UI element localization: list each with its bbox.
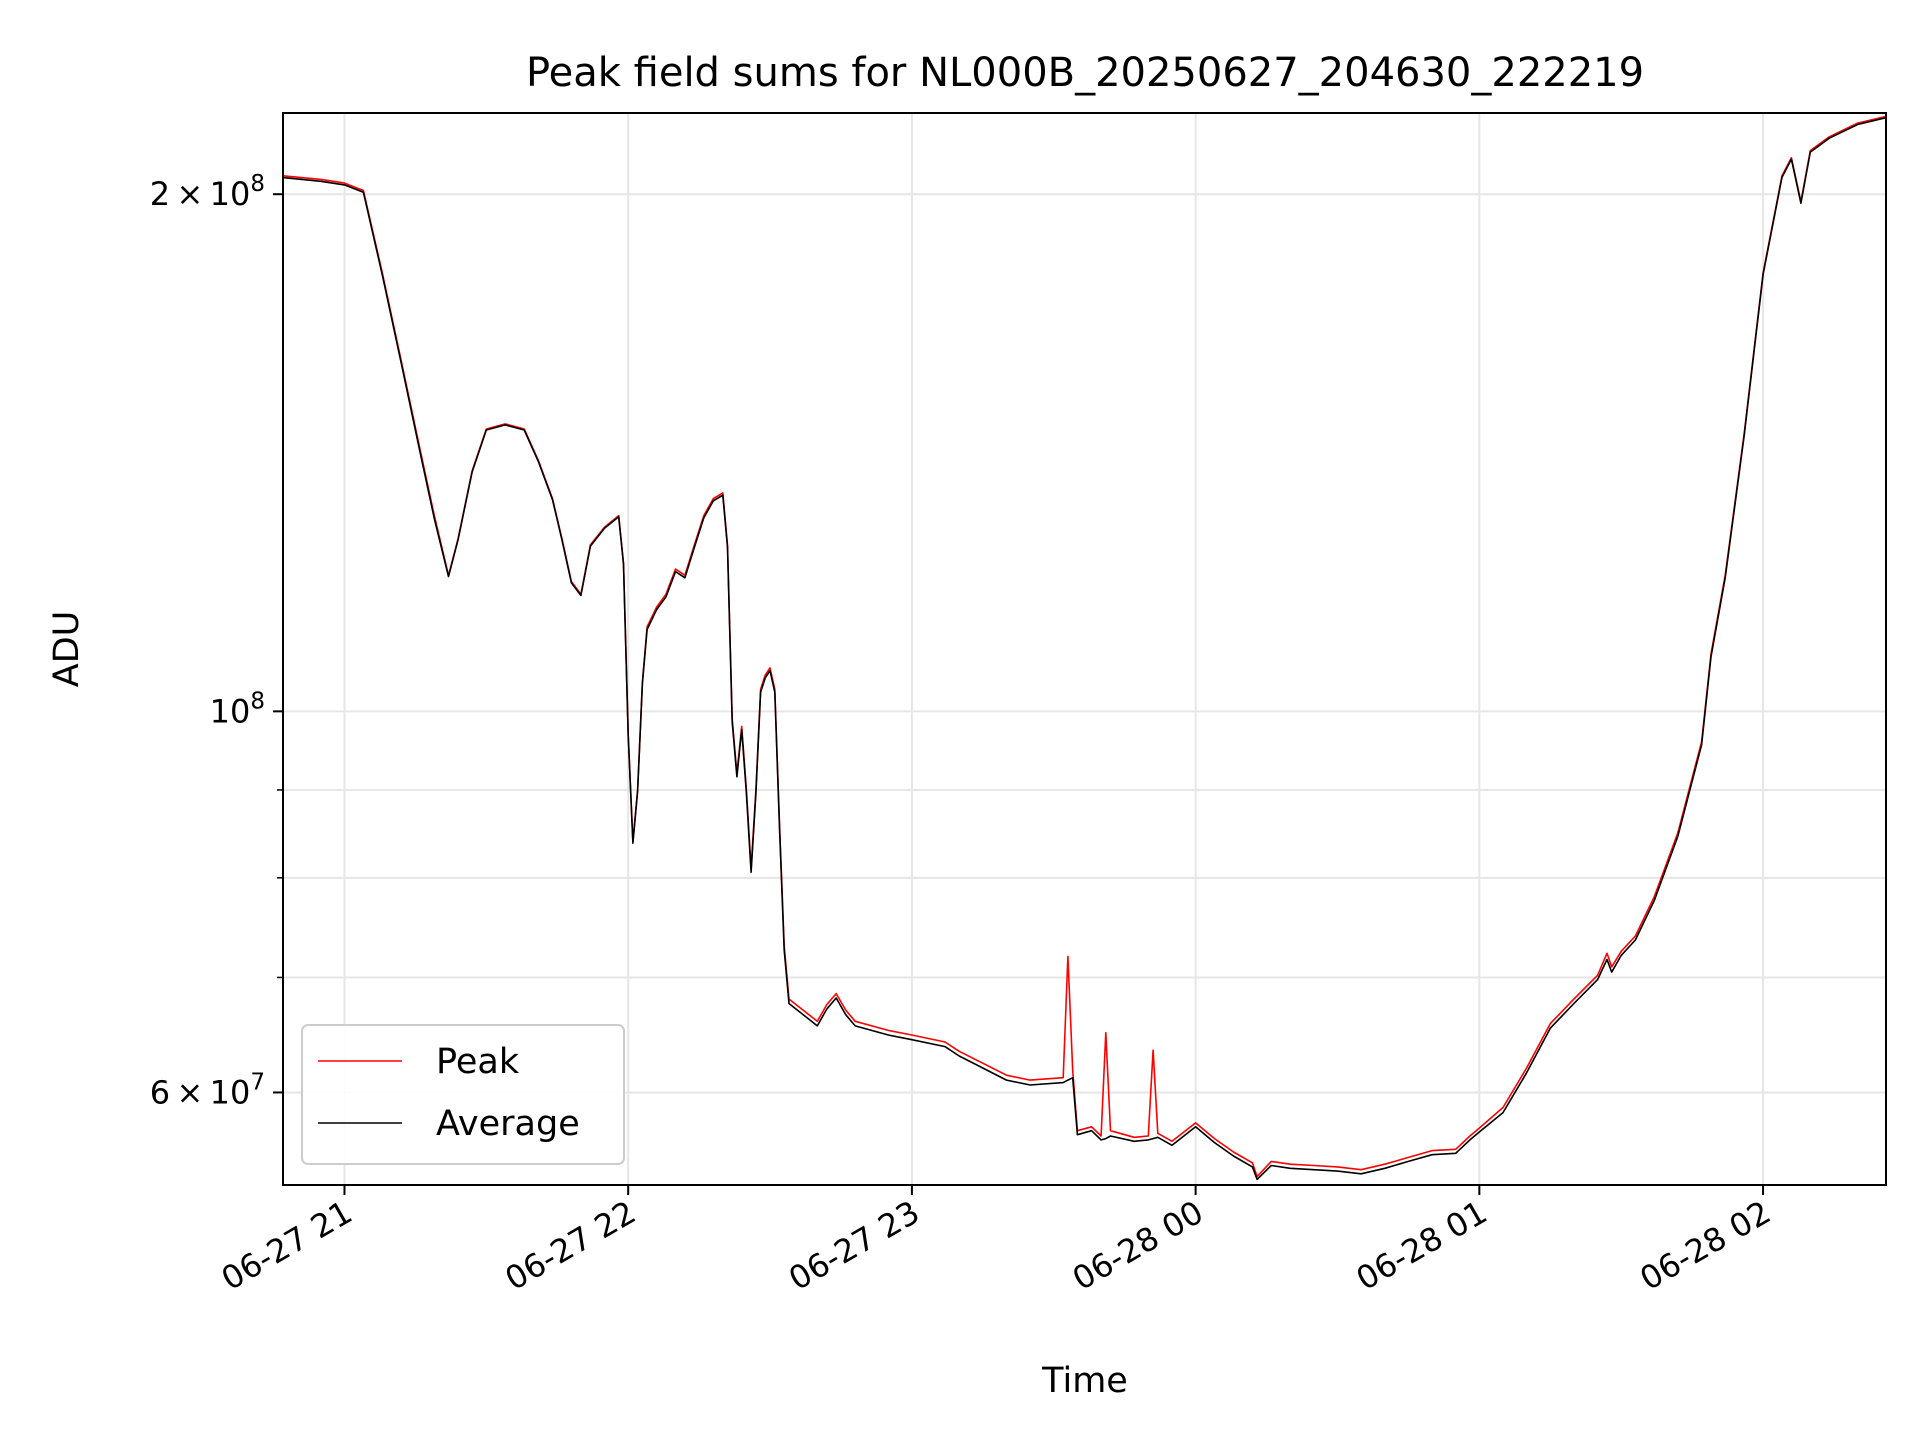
plot-lines [282,115,1887,1181]
x-axis-label: Time [1041,1361,1128,1401]
legend-label-average: Average [436,1104,580,1144]
plot-area-frame [282,112,1887,1186]
legend-box [301,1024,625,1165]
y-tick-label: 6 × 107 [150,1069,265,1111]
legend-label-peak: Peak [436,1042,520,1082]
grid [283,113,1886,1185]
y-axis-label: ADU [47,611,87,688]
legend: Peak Average [301,1024,625,1165]
chart-title: Peak field sums for NL000B_20250627_2046… [526,50,1644,96]
series-line-average [282,116,1887,1181]
y-tick-label: 2 × 108 [150,171,265,213]
